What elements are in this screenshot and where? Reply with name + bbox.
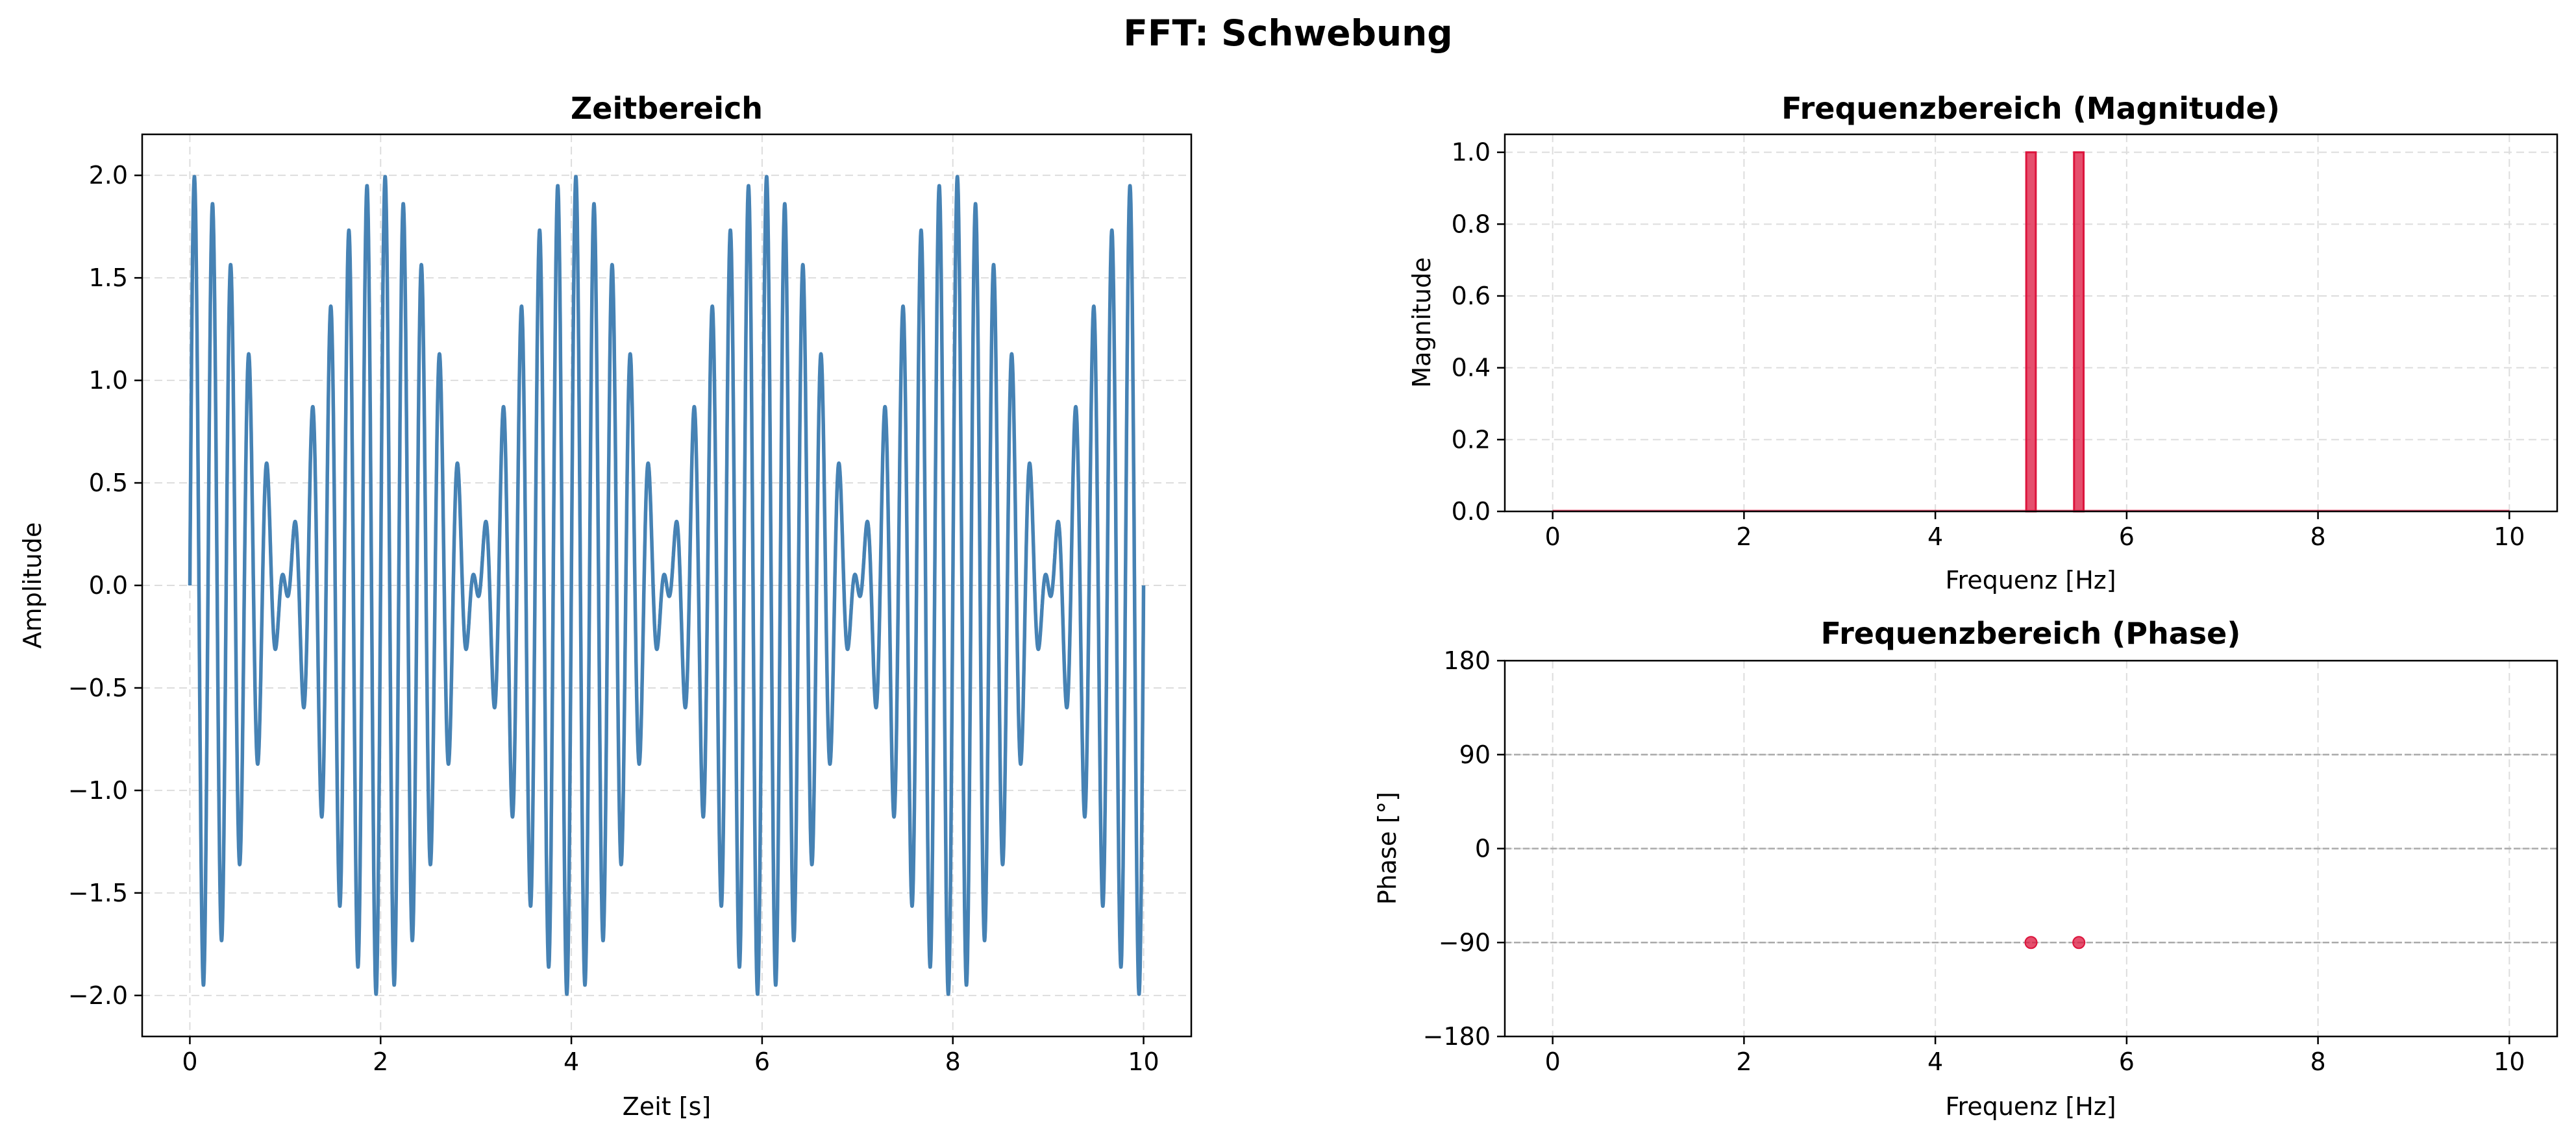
magnitude-chart-title: Frequenzbereich (Magnitude): [1781, 91, 2280, 126]
phase-chart-xtick-label: 2: [1736, 1047, 1752, 1076]
magnitude-chart-xlabel: Frequenz [Hz]: [1945, 566, 2116, 594]
magnitude-chart-xtick-label: 8: [2310, 522, 2325, 551]
time-chart-xtick-label: 2: [373, 1047, 388, 1076]
magnitude-chart-bar: [2025, 151, 2037, 513]
time-chart-ticks: 0 2 4 6 8 10 −2.0 −1.5 −1.0 −0.5 0.0 0.5 1.0 1.5 2.0: [68, 161, 1159, 1076]
phase-chart-ytick-label: −180: [1423, 1022, 1491, 1051]
phase-chart-ytick-label: 0: [1475, 835, 1491, 863]
magnitude-chart-xtick-label: 4: [1927, 522, 1943, 551]
time-chart-plot: [188, 175, 1146, 996]
magnitude-chart-ticks: 0 2 4 6 8 10 0.0 0.2 0.4 0.6 0.8 1.0: [1452, 138, 2525, 551]
phase-chart-xtick-label: 10: [2494, 1047, 2525, 1076]
time-chart-xtick-label: 8: [945, 1047, 961, 1076]
time-chart-ytick-label: −1.5: [68, 879, 128, 907]
phase-chart: Frequenzbereich (Phase) 0 2 4 6 8 10 −180 −90 0 9…: [1373, 616, 2558, 1121]
figure-title: FFT: Schwebung: [1123, 12, 1452, 54]
magnitude-chart-frame: [1504, 133, 2558, 513]
magnitude-chart-xtick-label: 2: [1736, 522, 1752, 551]
phase-chart-title: Frequenzbereich (Phase): [1821, 616, 2241, 651]
magnitude-chart-ylabel: Magnitude: [1407, 257, 1436, 387]
time-chart-ytick-label: 2.0: [89, 161, 128, 190]
time-chart-xtick-label: 4: [564, 1047, 579, 1076]
magnitude-chart-ytick-label: 0.6: [1452, 282, 1491, 310]
magnitude-chart-xtick-label: 6: [2119, 522, 2135, 551]
phase-chart-ticks: 0 2 4 6 8 10 −180 −90 0 90 180: [1423, 646, 2525, 1076]
magnitude-chart-bar: [2073, 151, 2085, 513]
phase-chart-xtick-label: 8: [2310, 1047, 2325, 1076]
phase-chart-ylabel: Phase [°]: [1373, 792, 1402, 905]
magnitude-chart-plot: [1552, 151, 2510, 513]
phase-chart-ytick-label: 90: [1459, 741, 1491, 769]
magnitude-chart-ytick-label: 0.8: [1452, 210, 1491, 238]
phase-chart-xlabel: Frequenz [Hz]: [1945, 1092, 2116, 1121]
magnitude-chart-ytick-label: 0.4: [1452, 354, 1491, 382]
magnitude-chart-ytick-label: 0.2: [1452, 425, 1491, 454]
time-chart-ytick-label: 0.0: [89, 571, 128, 600]
phase-chart-point: [2072, 936, 2086, 949]
time-chart-ytick-label: −2.0: [68, 981, 128, 1010]
phase-chart-xtick-label: 6: [2119, 1047, 2135, 1076]
time-chart-ytick-label: 0.5: [89, 469, 128, 497]
time-domain-chart: Zeitbereich 0 2 4 6 8 10 −2.0 −1.5 −1.0 −0.5 0.0 0.…: [18, 91, 1193, 1121]
phase-chart-ytick-label: −90: [1439, 928, 1491, 957]
time-chart-xtick-label: 6: [754, 1047, 770, 1076]
magnitude-chart-xtick-label: 10: [2494, 522, 2525, 551]
phase-chart-point: [2024, 936, 2038, 949]
time-chart-ytick-label: −1.0: [68, 776, 128, 805]
magnitude-chart-ytick-label: 0.0: [1452, 497, 1491, 526]
time-chart-ytick-label: 1.5: [89, 263, 128, 292]
time-chart-xtick-label: 10: [1128, 1047, 1159, 1076]
time-chart-xtick-label: 0: [182, 1047, 197, 1076]
magnitude-chart: Frequenzbereich (Magnitude) 0 2 4 6 8 10 0.0 0.…: [1407, 91, 2558, 594]
time-chart-series-line: [188, 175, 1146, 996]
time-chart-ylabel: Amplitude: [18, 522, 47, 649]
time-chart-ytick-label: −0.5: [68, 674, 128, 702]
phase-chart-plot: [1505, 753, 2557, 949]
phase-chart-ytick-label: 180: [1443, 646, 1491, 675]
time-chart-xlabel: Zeit [s]: [623, 1092, 711, 1121]
phase-chart-xtick-label: 0: [1545, 1047, 1561, 1076]
magnitude-chart-xtick-label: 0: [1545, 522, 1561, 551]
magnitude-chart-ytick-label: 1.0: [1452, 138, 1491, 167]
time-chart-ytick-label: 1.0: [89, 366, 128, 395]
phase-chart-xtick-label: 4: [1927, 1047, 1943, 1076]
time-chart-title: Zeitbereich: [571, 91, 763, 126]
